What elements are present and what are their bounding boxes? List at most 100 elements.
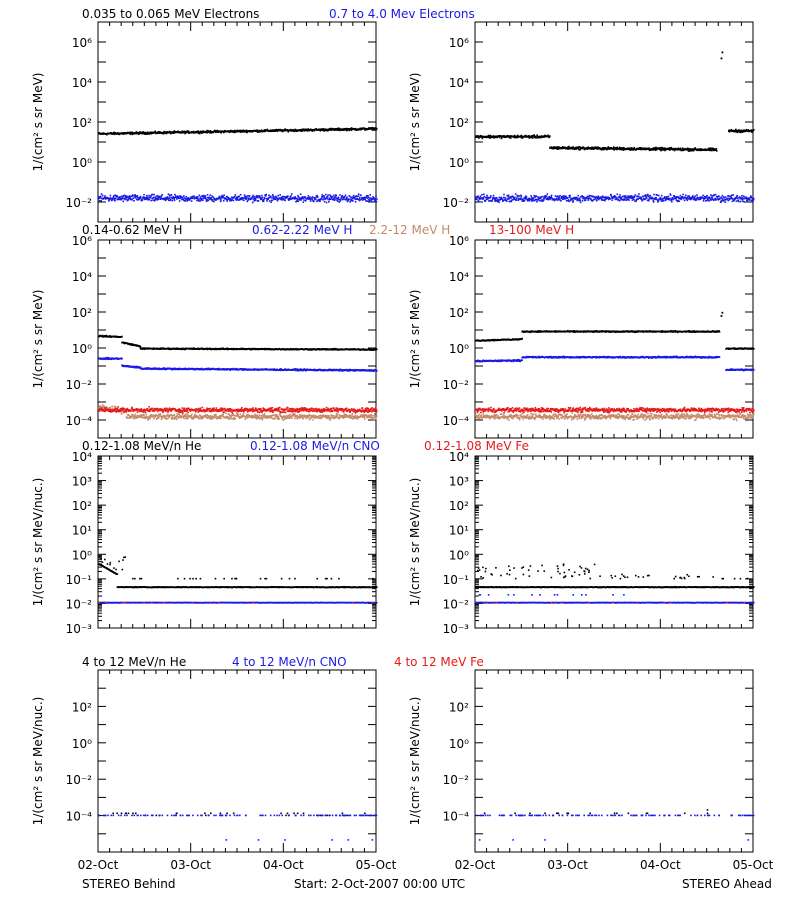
- data-point: [191, 197, 194, 200]
- data-point: [146, 196, 149, 198]
- data-point: [728, 130, 731, 133]
- data-point: [735, 197, 737, 200]
- data-point: [537, 199, 539, 201]
- series-2: [98, 356, 378, 373]
- data-point: [151, 193, 154, 196]
- data-point: [608, 196, 610, 199]
- data-point: [123, 197, 126, 200]
- data-point: [211, 195, 213, 197]
- data-point: [724, 196, 727, 198]
- data-point: [254, 199, 257, 202]
- data-point: [101, 194, 104, 197]
- data-point: [197, 416, 199, 419]
- data-point: [144, 417, 147, 419]
- data-point: [205, 200, 208, 203]
- data-point: [246, 414, 248, 417]
- data-point: [334, 196, 337, 198]
- data-point: [98, 335, 100, 338]
- data-point: [140, 416, 143, 419]
- data-point: [207, 199, 210, 202]
- data-point: [272, 196, 275, 199]
- data-point: [145, 196, 147, 199]
- y-tick-label: 10⁻⁴: [66, 414, 93, 428]
- data-point: [219, 196, 221, 198]
- data-point: [567, 148, 570, 150]
- data-point: [246, 417, 249, 419]
- data-point: [297, 195, 299, 197]
- data-point: [485, 196, 488, 199]
- data-point: [294, 196, 297, 198]
- data-point: [665, 198, 667, 200]
- data-point: [248, 414, 251, 417]
- data-point: [712, 149, 715, 152]
- data-point: [727, 195, 730, 197]
- data-point: [268, 200, 271, 202]
- data-point: [668, 198, 671, 201]
- data-point: [559, 194, 561, 197]
- row-4-title-1: 4 to 12 MeV/n He: [82, 655, 186, 669]
- data-point: [647, 199, 650, 202]
- data-point: [375, 195, 377, 198]
- data-point: [190, 414, 192, 417]
- data-point: [201, 417, 204, 419]
- data-point: [131, 344, 134, 347]
- data-point: [289, 196, 291, 198]
- data-point: [577, 147, 579, 149]
- data-point: [710, 199, 713, 201]
- data-point: [492, 136, 494, 138]
- data-point: [159, 196, 161, 198]
- data-point: [332, 197, 335, 200]
- data-point: [644, 198, 646, 200]
- data-point: [196, 199, 198, 202]
- data-point: [100, 193, 103, 195]
- data-point: [148, 133, 151, 135]
- data-point: [244, 418, 247, 420]
- data-point: [205, 197, 207, 200]
- data-point: [643, 147, 646, 150]
- data-point: [304, 199, 307, 202]
- data-point: [110, 358, 113, 361]
- data-point: [110, 408, 112, 410]
- data-point: [312, 369, 315, 372]
- data-point: [716, 195, 719, 198]
- data-point: [711, 197, 714, 199]
- data-point: [337, 127, 339, 130]
- data-point: [175, 418, 178, 421]
- data-point: [140, 197, 142, 200]
- data-point: [336, 200, 339, 203]
- data-point: [186, 200, 189, 202]
- data-point: [487, 134, 490, 137]
- data-point: [610, 194, 612, 196]
- data-point: [239, 197, 242, 200]
- data-point: [557, 148, 560, 150]
- data-point: [483, 193, 485, 196]
- data-point: [719, 200, 722, 203]
- data-point: [345, 198, 348, 201]
- data-point: [637, 198, 639, 200]
- data-point: [236, 412, 239, 415]
- data-point: [326, 196, 329, 198]
- data-point: [601, 148, 603, 151]
- data-point: [185, 130, 187, 133]
- data-point: [158, 130, 160, 133]
- data-point: [741, 196, 744, 199]
- data-point: [512, 196, 514, 198]
- data-point: [357, 195, 360, 197]
- data-point: [698, 148, 701, 151]
- data-point: [254, 413, 256, 416]
- data-point: [584, 199, 587, 201]
- data-point: [735, 131, 738, 133]
- data-point: [604, 196, 607, 198]
- data-point: [679, 148, 682, 151]
- data-point: [549, 198, 551, 201]
- data-point: [221, 194, 223, 197]
- data-point: [116, 198, 119, 201]
- data-point: [178, 195, 180, 198]
- data-point: [489, 134, 492, 137]
- data-point: [217, 415, 220, 418]
- y-tick-label: 10⁰: [72, 342, 92, 356]
- data-point: [330, 198, 332, 200]
- data-point: [619, 194, 621, 196]
- data-point: [243, 194, 246, 196]
- data-point: [751, 199, 754, 202]
